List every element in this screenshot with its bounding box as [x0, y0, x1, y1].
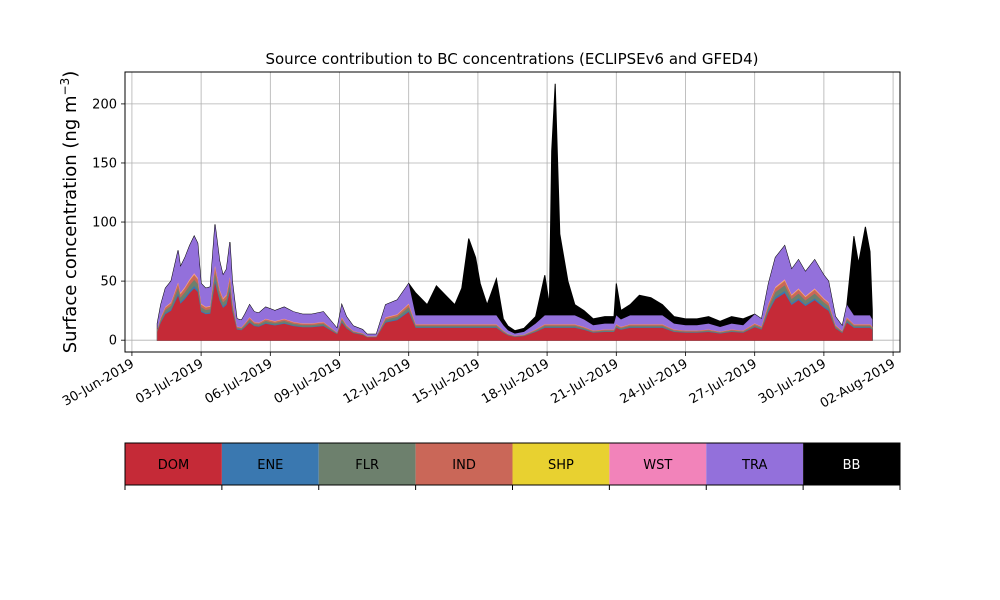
- x-tick-label: 15-Jul-2019: [410, 356, 483, 407]
- legend-swatch-ind: [415, 443, 513, 485]
- y-tick-label: 0: [109, 334, 117, 349]
- x-axis: 30-Jun-201903-Jul-201906-Jul-201909-Jul-…: [60, 352, 898, 412]
- x-tick-label: 12-Jul-2019: [341, 356, 414, 407]
- legend-label-dom: DOM: [158, 458, 189, 473]
- legend-label-ind: IND: [452, 458, 476, 473]
- legend-swatch-dom: [125, 443, 222, 485]
- stacked-areas: [156, 83, 873, 341]
- legend-label-ene: ENE: [257, 458, 283, 473]
- legend-label-flr: FLR: [355, 458, 379, 473]
- x-tick-label: 09-Jul-2019: [272, 356, 345, 407]
- x-tick-label: 02-Aug-2019: [818, 356, 898, 411]
- plot-frame: [124, 71, 901, 353]
- y-axis: 0 50 100 150 200: [92, 97, 125, 349]
- legend-label-bb: BB: [843, 458, 861, 473]
- x-tick-label: 06-Jul-2019: [202, 356, 275, 407]
- x-tick-label: 30-Jun-2019: [60, 356, 137, 409]
- legend-label-tra: TRA: [741, 458, 767, 473]
- legend-swatch-shp: [512, 443, 610, 485]
- legend-swatch-wst: [609, 443, 707, 485]
- area-dom: [157, 282, 873, 341]
- y-axis-label: Surface concentration (ng m−3): [58, 71, 81, 354]
- x-tick-label: 03-Jul-2019: [133, 356, 206, 407]
- y-tick-label: 100: [92, 216, 117, 231]
- legend-swatch-bb: [803, 443, 900, 485]
- x-tick-label: 24-Jul-2019: [618, 356, 691, 407]
- legend-label-shp: SHP: [548, 458, 574, 473]
- legend-colorbar: DOM ENE FLR IND SHP WST TRA BB: [124, 442, 901, 490]
- chart-title: Source contribution to BC concentrations…: [265, 50, 758, 68]
- legend-label-wst: WST: [643, 458, 672, 473]
- legend-swatch-tra: [706, 443, 804, 485]
- grid: [125, 72, 900, 352]
- x-tick-label: 27-Jul-2019: [687, 356, 760, 407]
- y-tick-label: 200: [92, 97, 117, 112]
- legend-swatch-ene: [221, 443, 319, 485]
- x-tick-label: 21-Jul-2019: [548, 356, 621, 407]
- y-tick-label: 50: [100, 275, 117, 290]
- y-tick-label: 150: [92, 156, 117, 171]
- x-tick-label: 18-Jul-2019: [479, 356, 552, 407]
- legend-swatch-flr: [318, 443, 416, 485]
